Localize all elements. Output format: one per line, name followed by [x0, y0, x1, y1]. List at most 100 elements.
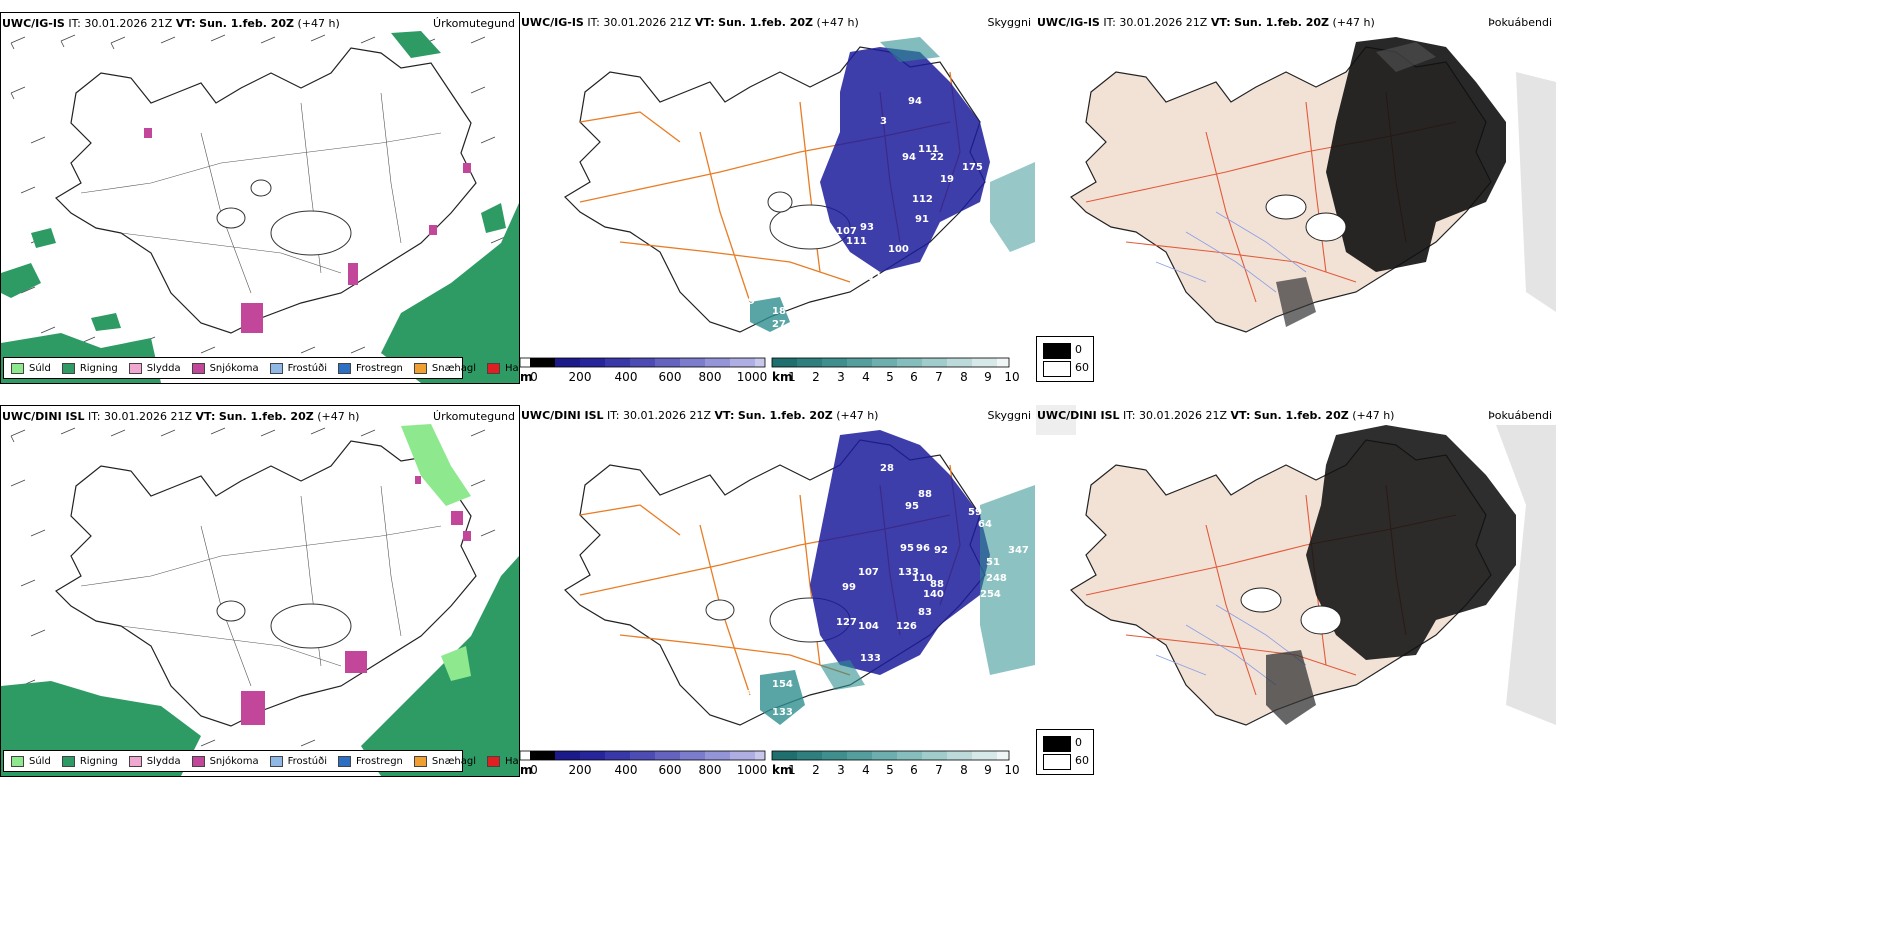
panel-title: Skyggni	[987, 409, 1031, 422]
fog-panel-row2: UWC/DINI ISL IT: 30.01.2026 21Z VT: Sun.…	[1036, 405, 1556, 775]
cloud-label: 112	[912, 194, 933, 205]
cloud-label: 93	[860, 222, 874, 233]
legend-item-rain: Rigning	[61, 755, 118, 767]
legend-item-freezing-rain: Frostregn	[338, 362, 403, 374]
glaciers	[216, 600, 352, 649]
fog-key-swatch-black	[1043, 343, 1071, 359]
legend-item-drizzle: Súld	[11, 362, 51, 374]
colorbar-m	[520, 357, 766, 368]
fog-key-row1: 0 60	[1036, 336, 1094, 382]
cloud-label: 30	[712, 607, 726, 618]
fog-key-value: 60	[1075, 754, 1089, 767]
legend-item-hail: Haglél	[487, 362, 519, 374]
it-label: IT:	[607, 409, 620, 422]
model-name: UWC/DINI ISL	[1037, 409, 1120, 422]
colorbar-tick: 400	[614, 763, 638, 775]
colorbar-tick: 4	[862, 763, 870, 775]
colorbar-m-unit: m	[520, 763, 533, 775]
iceland-outline	[55, 440, 477, 727]
panel-header: UWC/DINI ISL IT: 30.01.2026 21Z VT: Sun.…	[1037, 409, 1394, 423]
panel-header: UWC/IG-IS IT: 30.01.2026 21Z VT: Sun. 1.…	[521, 16, 859, 30]
legend-item-freezing-drizzle: Frostúði	[269, 755, 327, 767]
colorbar-tick: 2	[812, 763, 820, 775]
panel-title: Úrkomutegund	[433, 410, 515, 423]
colorbar-tick: 1000	[736, 370, 768, 382]
precip-map-row1	[1, 31, 519, 383]
cloud-map-row1: 94 111 94 22 19 175 112 91 107 93 111 10…	[520, 37, 1035, 368]
lead-time: (+47 h)	[816, 16, 859, 29]
precip-map-row2	[1, 424, 519, 776]
cloud-label: 127	[836, 617, 857, 628]
low-cloud-area	[760, 430, 1035, 725]
legend-item-drizzle: Súld	[11, 755, 51, 767]
colorbar-tick: 8	[960, 370, 968, 382]
cloud-label: 18	[772, 306, 786, 317]
it-label: IT:	[88, 410, 101, 423]
cloud-label: 19	[940, 174, 954, 185]
legend-item-rain: Rigning	[61, 362, 118, 374]
panel-header: UWC/DINI ISL IT: 30.01.2026 21Z VT: Sun.…	[521, 409, 878, 423]
cloud-base-labels: 94 111 94 22 19 175 112 91 107 93 111 10…	[748, 96, 983, 330]
cloud-label: 80	[746, 689, 760, 700]
vt-label: VT:	[1210, 16, 1231, 29]
cloud-label: 126	[896, 621, 917, 632]
snow-areas	[241, 476, 471, 725]
lead-time: (+47 h)	[1352, 409, 1395, 422]
legend-item-sleet: Slydda	[128, 755, 181, 767]
legend-item-hail: Haglél	[487, 755, 519, 767]
cloud-label: 3	[880, 116, 887, 127]
cloud-label: 96	[916, 543, 930, 554]
cloud-label: 154	[772, 679, 793, 690]
colorbar-tick: 5	[886, 763, 894, 775]
cloud-label: 133	[860, 653, 881, 664]
colorbar-m	[520, 750, 766, 761]
fog-map-row2	[1036, 405, 1556, 726]
colorbar-km	[771, 750, 1010, 761]
colorbar-tick: 400	[614, 370, 638, 382]
cloud-label: 88	[930, 579, 944, 590]
panel-title: Úrkomutegund	[433, 17, 515, 30]
colorbar-tick: 200	[568, 370, 592, 382]
colorbar-tick: 10	[1004, 763, 1020, 775]
panel-title: Þokuábendi	[1488, 16, 1552, 29]
it-label: IT:	[1103, 16, 1116, 29]
precip-legend: Súld Rigning Slydda Snjókoma Frostúði Fr…	[3, 750, 519, 772]
colorbar-tick: 1	[788, 370, 796, 382]
cloud-label: 51	[986, 557, 1000, 568]
colorbar-tick: 1	[788, 763, 796, 775]
fog-key-value: 0	[1075, 736, 1082, 749]
cloud-label: 95	[905, 501, 919, 512]
cloud-label: 175	[962, 162, 983, 173]
fog-key-value: 60	[1075, 361, 1089, 374]
panel-header: UWC/DINI ISL IT: 30.01.2026 21Z VT: Sun.…	[2, 410, 359, 424]
cloud-map-row2: 28 88 95 96 59 64 347 95 92 51 248 254 1…	[520, 430, 1035, 761]
colorbar-tick: 0	[530, 763, 538, 775]
colorbar-tick: 8	[960, 763, 968, 775]
it-label: IT:	[68, 17, 81, 30]
cloud-panel-row2: 28 88 95 96 59 64 347 95 92 51 248 254 1…	[520, 405, 1035, 775]
snow-areas	[144, 128, 471, 333]
it-value: 30.01.2026 21Z	[84, 17, 173, 30]
vt-label: VT:	[1230, 409, 1251, 422]
cloud-label: 27	[772, 319, 786, 330]
cloud-label: 140	[923, 589, 944, 600]
fog-key-value: 0	[1075, 343, 1082, 356]
cloud-label: 111	[846, 236, 867, 247]
cloud-label: 100	[888, 244, 909, 255]
model-name: UWC/IG-IS	[2, 17, 65, 30]
colorbar-tick: 3	[837, 763, 845, 775]
cloud-label: 116	[868, 272, 889, 283]
legend-item-snow-pellets: Snæhagl	[413, 362, 476, 374]
cloud-base-labels: 28 88 95 96 59 64 347 95 92 51 248 254 1…	[712, 463, 1029, 718]
cloud-label: 22	[930, 152, 944, 163]
it-value: 30.01.2026 21Z	[104, 410, 193, 423]
colorbar-tick: 200	[568, 763, 592, 775]
cloud-label: 347	[1008, 545, 1029, 556]
cloud-label: 133	[772, 707, 793, 718]
cloud-label: 107	[836, 226, 857, 237]
legend-item-snow-pellets: Snæhagl	[413, 755, 476, 767]
colorbar-km-unit: km	[772, 370, 793, 382]
colorbar-tick: 800	[698, 763, 722, 775]
vt-label: VT:	[195, 410, 216, 423]
it-value: 30.01.2026 21Z	[1119, 16, 1208, 29]
